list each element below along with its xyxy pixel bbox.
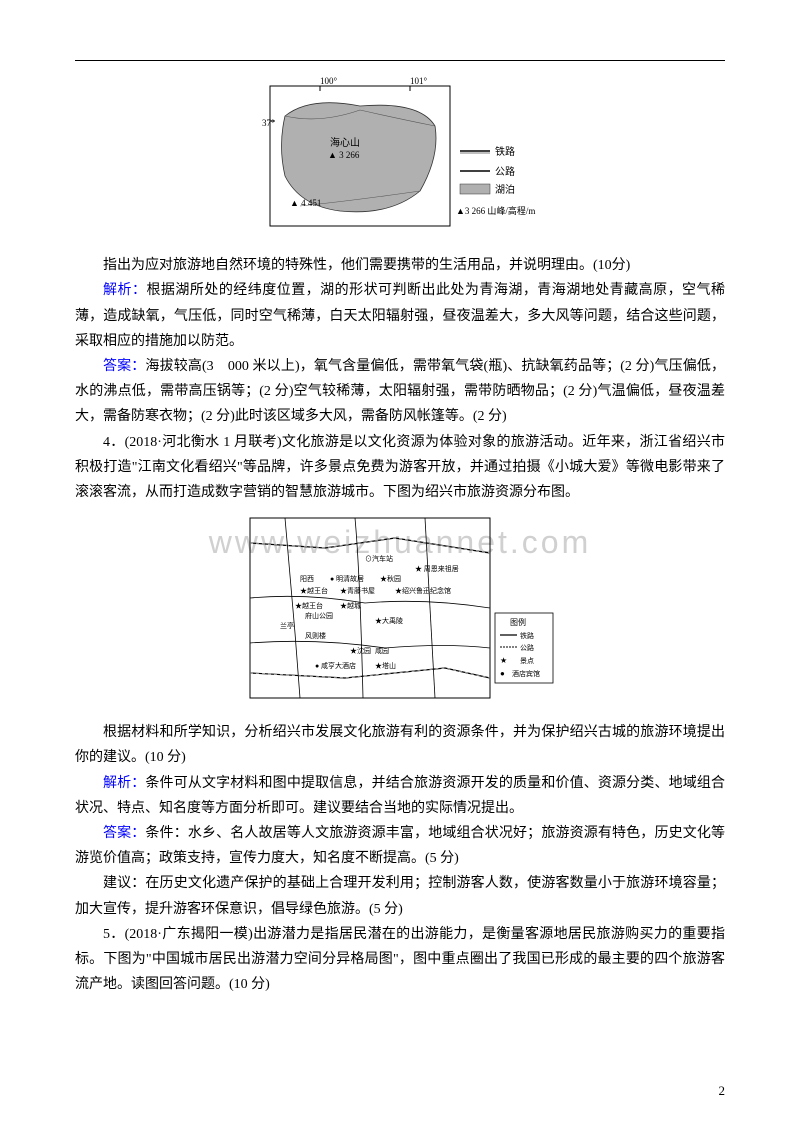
q4-answer: 答案：条件：水乡、名人故居等人文旅游资源丰富，地域组合状况好；旅游资源有特色，历… [75,821,725,871]
elev-4451: ▲ 4 451 [290,198,321,208]
coord-101: 101° [410,76,428,86]
map2-legend-railway: 铁路 [520,631,534,640]
q5-stem: 5．(2018·广东揭阳一模)出游潜力是指居民潜在的出游能力，是衡量客源地居民旅… [75,922,725,998]
svg-text:● 咸亨大酒店: ● 咸亨大酒店 [315,661,356,670]
svg-text:★青藤书屋: ★青藤书屋 [340,586,375,595]
lake-label: 海心山 [330,136,360,149]
header-line [75,60,725,61]
svg-text:★大禹陵: ★大禹陵 [375,616,403,625]
answer-label: 答案： [103,359,145,374]
q3-answer-text: 海拔较高(3 000 米以上)，氧气含量偏低，需带氧气袋(瓶)、抗缺氧药品等；(… [75,359,725,424]
figure-2-container: ⊙汽车站 ★ 周恩来祖居 阳西 ● 明清故居 ★秋园 ★越王台 ★青藤书屋 ★绍… [75,513,725,712]
svg-text:● 明清故居: ● 明清故居 [330,574,364,583]
svg-text:⊙汽车站: ⊙汽车站 [365,554,393,563]
svg-text:★: ★ [500,656,507,665]
svg-text:★越王台: ★越王台 [295,601,323,610]
svg-text:★塔山: ★塔山 [375,661,396,670]
map2-legend-road: 公路 [520,643,534,652]
q3-analysis: 解析：根据湖所处的经纬度位置，湖的形状可判断出此处为青海湖，青海湖地处青藏高原，… [75,278,725,354]
map2-svg: ⊙汽车站 ★ 周恩来祖居 阳西 ● 明清故居 ★秋园 ★越王台 ★青藤书屋 ★绍… [245,513,555,703]
page-content: 100° 101° 37° 海心山 ▲ 3 266 ▲ 4 451 铁路 公路 … [75,60,725,997]
q4-answer-text: 条件：水乡、名人故居等人文旅游资源丰富，地域组合状况好；旅游资源有特色，历史文化… [75,826,725,866]
svg-text:★秋园: ★秋园 [380,574,401,583]
svg-text:兰亭: 兰亭 [280,621,294,630]
svg-text:★沈园: ★沈园 [350,646,371,655]
coord-100: 100° [320,76,338,86]
q4-stem: 4．(2018·河北衡水 1 月联考)文化旅游是以文化资源为体验对象的旅游活动。… [75,430,725,506]
q3-answer: 答案：海拔较高(3 000 米以上)，氧气含量偏低，需带氧气袋(瓶)、抗缺氧药品… [75,354,725,430]
analysis-label-2: 解析： [103,776,145,791]
legend-railway: 铁路 [495,145,515,158]
legend-peak: ▲3 266 山峰/高程/m [456,205,535,216]
svg-text:★绍兴鲁迅纪念馆: ★绍兴鲁迅纪念馆 [395,586,451,595]
answer-label-2: 答案： [103,826,145,841]
q4-analysis: 解析：条件可从文字材料和图中提取信息，并结合旅游资源开发的质量和价值、资源分类、… [75,771,725,821]
map2-legend-hotel: 酒店宾馆 [512,669,540,678]
figure-1-container: 100° 101° 37° 海心山 ▲ 3 266 ▲ 4 451 铁路 公路 … [75,76,725,245]
legend-road: 公路 [495,165,515,178]
svg-text:府山公园: 府山公园 [305,611,333,620]
analysis-label: 解析： [103,283,146,298]
coord-37: 37° [262,118,275,128]
svg-text:★越城: ★越城 [340,601,361,610]
svg-text:★ 周恩来祖居: ★ 周恩来祖居 [415,564,459,573]
q3-analysis-text: 根据湖所处的经纬度位置，湖的形状可判断出此处为青海湖，青海湖地处青藏高原，空气稀… [75,283,725,348]
map2-legend-title: 图例 [510,617,526,627]
q4-analysis-text: 条件可从文字材料和图中提取信息，并结合旅游资源开发的质量和价值、资源分类、地域组… [75,776,725,816]
q4-prompt: 根据材料和所学知识，分析绍兴市发展文化旅游有利的资源条件，并为保护绍兴古城的旅游… [75,720,725,770]
svg-text:●: ● [500,669,505,678]
elev-3266: ▲ 3 266 [328,150,360,160]
q3-prompt: 指出为应对旅游地自然环境的特殊性，他们需要携带的生活用品，并说明理由。(10分) [75,253,725,278]
svg-text:阳西: 阳西 [300,574,314,583]
svg-text:★越王台: ★越王台 [300,586,328,595]
svg-text:咸园: 咸园 [375,646,389,655]
map2-legend-scenic: 景点 [520,657,534,665]
legend-lake: 湖泊 [495,184,515,196]
page-number: 2 [719,1079,726,1102]
svg-text:风则楼: 风则楼 [305,631,326,640]
q4-suggestion: 建议：在历史文化遗产保护的基础上合理开发利用；控制游客人数，使游客数量小于旅游环… [75,871,725,921]
map1-svg: 100° 101° 37° 海心山 ▲ 3 266 ▲ 4 451 铁路 公路 … [260,76,540,236]
